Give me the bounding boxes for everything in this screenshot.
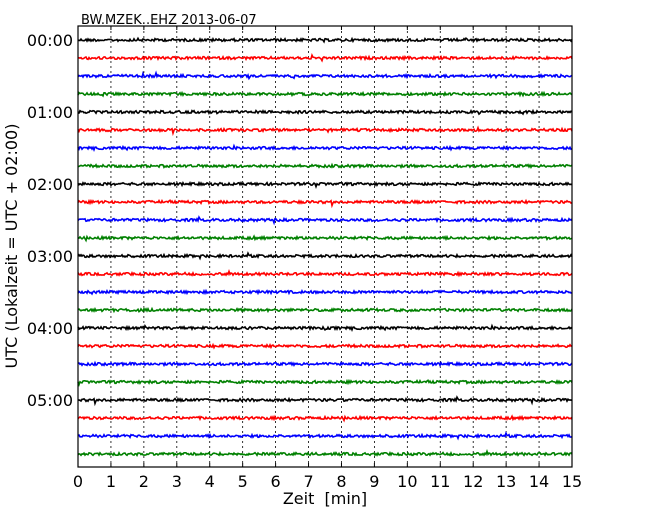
x-tick-label: 13: [496, 472, 516, 491]
trace-0445: [77, 378, 573, 387]
y-tick-label: 03:00: [27, 247, 73, 266]
y-tick-label: 01:00: [27, 103, 73, 122]
trace-0215: [77, 198, 573, 209]
y-tick-label: 00:00: [27, 31, 73, 50]
x-tick-label: 7: [303, 472, 313, 491]
x-tick-label: 4: [205, 472, 215, 491]
trace-0115: [77, 125, 573, 137]
x-tick-label: 10: [397, 472, 417, 491]
trace-0430: [77, 360, 573, 368]
trace-0515: [77, 414, 573, 423]
y-axis: 00:00 01:00 02:00 03:00 04:00 05:00: [27, 31, 572, 410]
y-axis-label: UTC (Lokalzeit = UTC + 02:00): [2, 124, 21, 369]
x-tick-label: 3: [172, 472, 182, 491]
trace-0045: [77, 90, 573, 98]
trace-0030: [77, 70, 573, 81]
x-tick-label: 9: [369, 472, 379, 491]
trace-0200: [77, 180, 573, 189]
x-tick-label: 12: [463, 472, 483, 491]
x-axis: 0 1 2 3 4 5 6 7 8 9 10 11 12 13 14 15: [73, 26, 582, 491]
x-tick-label: 6: [271, 472, 281, 491]
x-tick-label: 2: [139, 472, 149, 491]
trace-0000: [77, 36, 573, 44]
trace-0300: [77, 251, 573, 261]
trace-0145: [77, 162, 573, 170]
plot-frame: [77, 25, 573, 468]
y-tick-label: 05:00: [27, 391, 73, 410]
x-tick-label: 14: [529, 472, 549, 491]
trace-0245: [77, 234, 573, 243]
trace-0545: [77, 448, 573, 458]
trace-0400: [77, 323, 573, 332]
chart-title: BW.MZEK..EHZ 2013-06-07: [81, 13, 257, 28]
grid-lines: [110, 26, 540, 467]
trace-0530: [77, 431, 573, 441]
x-tick-label: 0: [73, 472, 83, 491]
x-tick-label: 8: [336, 472, 346, 491]
trace-0015: [77, 52, 573, 63]
y-tick-label: 04:00: [27, 319, 73, 338]
x-tick-label: 15: [562, 472, 582, 491]
x-tick-label: 5: [238, 472, 248, 491]
trace-0415: [77, 342, 573, 350]
x-tick-label: 11: [430, 472, 450, 491]
x-axis-label: Zeit [min]: [283, 489, 367, 508]
y-tick-label: 02:00: [27, 175, 73, 194]
trace-0500: [77, 395, 573, 407]
x-tick-label: 1: [106, 472, 116, 491]
trace-0330: [77, 288, 573, 296]
trace-0315: [77, 268, 573, 278]
trace-0130: [77, 143, 573, 152]
traces: [77, 36, 573, 458]
trace-0230: [77, 215, 573, 226]
trace-0345: [77, 306, 573, 314]
trace-0100: [78, 108, 573, 116]
